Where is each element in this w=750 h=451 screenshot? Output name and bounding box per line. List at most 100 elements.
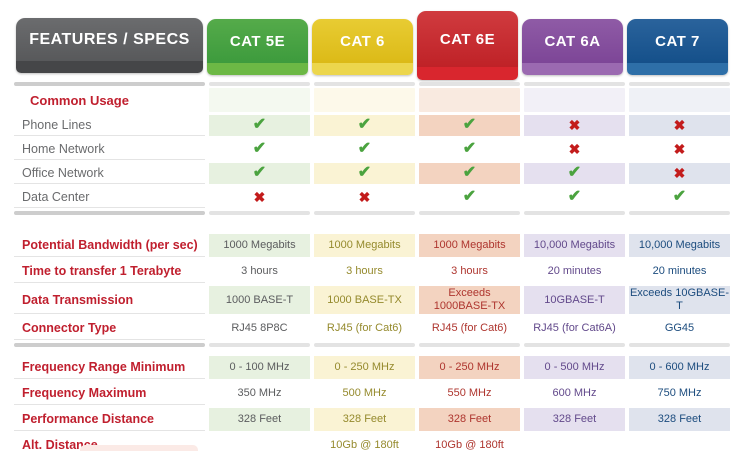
usage-cell: ✔ (629, 187, 730, 208)
cross-icon: ✖ (253, 189, 266, 206)
row-frequency-range-minimum: Frequency Range Minimum 0 - 100 MHz 0 - … (0, 356, 750, 379)
spacer-cell (419, 88, 520, 112)
tab-cat5e-label: CAT 5E (207, 19, 308, 63)
spec-cell: 20 minutes (547, 265, 602, 278)
spec-cell (524, 434, 625, 451)
spec-cell: Exceeds 1000BASE-TX (419, 286, 520, 314)
tab-cat6a-label: CAT 6A (522, 19, 623, 63)
row-label: Potential Bandwidth (per sec) (14, 234, 205, 257)
spec-cell: 10Gb @ 180ft (435, 439, 504, 451)
check-icon: ✔ (252, 140, 267, 158)
tab-cat7-label: CAT 7 (627, 19, 728, 63)
spec-cell: 0 - 500 MHz (524, 356, 625, 379)
row-label: Data Transmission (14, 286, 205, 314)
spec-cell: 750 MHz (657, 387, 702, 400)
row-label: Data Center (14, 187, 205, 208)
usage-cell: ✖ (629, 139, 730, 160)
usage-cell: ✖ (524, 115, 625, 136)
spec-cell: RJ45 (for Cat6) (326, 322, 403, 335)
usage-cell: ✖ (209, 187, 310, 208)
spacer-cell (209, 88, 310, 112)
spacer-cell (524, 88, 625, 112)
spacer-cell (629, 88, 730, 112)
tab-cat6a: CAT 6A (522, 19, 623, 75)
spec-cell: 20 minutes (652, 265, 707, 278)
row-frequency-maximum: Frequency Maximum 350 MHz 500 MHz 550 MH… (0, 382, 750, 405)
cutoff-element (80, 445, 198, 451)
spec-cell: Exceeds 10GBASE-T (629, 286, 730, 314)
row-data-center: Data Center ✖ ✖ ✔ ✔ ✔ (0, 187, 750, 208)
spec-cell: 10GBASE-T (524, 286, 625, 314)
spec-cell: 1000 Megabits (209, 234, 310, 257)
spec-cell: 3 hours (451, 265, 488, 278)
cross-icon: ✖ (358, 189, 371, 206)
spec-cell: 550 MHz (447, 387, 492, 400)
row-label: Performance Distance (14, 408, 205, 431)
usage-cell: ✔ (419, 115, 520, 136)
check-icon: ✔ (252, 164, 267, 182)
tab-cat6a-strip (522, 63, 623, 75)
usage-cell: ✔ (314, 115, 415, 136)
row-data-transmission: Data Transmission 1000 BASE-T 1000 BASE-… (0, 286, 750, 314)
spec-cell: 328 Feet (314, 408, 415, 431)
row-label: Time to transfer 1 Terabyte (14, 260, 205, 283)
section-divider (0, 82, 750, 86)
check-icon: ✔ (357, 164, 372, 182)
spec-cell: 3 hours (346, 265, 383, 278)
tab-cat6e-label: CAT 6E (417, 11, 518, 67)
check-icon: ✔ (462, 140, 477, 158)
row-label: Connector Type (14, 317, 205, 340)
row-label: Frequency Maximum (14, 382, 205, 405)
check-icon: ✔ (357, 140, 372, 158)
spec-cell: 600 MHz (552, 387, 597, 400)
usage-cell: ✖ (524, 139, 625, 160)
row-label: Alt. Distance (14, 434, 205, 451)
usage-cell: ✔ (314, 163, 415, 184)
row-label: Frequency Range Minimum (14, 356, 205, 379)
features-specs-tab-strip (16, 61, 203, 73)
usage-cell: ✔ (419, 187, 520, 208)
spec-cell: 1000 BASE-TX (314, 286, 415, 314)
usage-cell: ✖ (314, 187, 415, 208)
check-icon: ✔ (462, 188, 477, 206)
spec-cell: 3 hours (241, 265, 278, 278)
check-icon: ✔ (462, 164, 477, 182)
spec-cell: 1000 Megabits (419, 234, 520, 257)
common-usage-title-row: Common Usage (0, 88, 750, 112)
cross-icon: ✖ (568, 117, 581, 134)
spec-cell: 10,000 Megabits (629, 234, 730, 257)
usage-cell: ✔ (524, 163, 625, 184)
usage-cell: ✔ (524, 187, 625, 208)
row-phone-lines: Phone Lines ✔ ✔ ✔ ✖ ✖ (0, 115, 750, 136)
spec-cell: RJ45 (for Cat6A) (533, 322, 616, 335)
spacer-cell (314, 88, 415, 112)
tab-cat6: CAT 6 (312, 19, 413, 75)
spec-cell: 328 Feet (209, 408, 310, 431)
row-label: Home Network (14, 139, 205, 160)
section-title-common-usage: Common Usage (30, 92, 129, 108)
row-label: Office Network (14, 163, 205, 184)
row-connector-type: Connector Type RJ45 8P8C RJ45 (for Cat6)… (0, 317, 750, 340)
usage-cell: ✔ (419, 163, 520, 184)
tab-cat6-strip (312, 63, 413, 75)
row-home-network: Home Network ✔ ✔ ✔ ✖ ✖ (0, 139, 750, 160)
usage-cell: ✖ (629, 163, 730, 184)
spec-cell: 0 - 250 MHz (314, 356, 415, 379)
tab-cat6e: CAT 6E (417, 11, 518, 80)
row-potential-bandwidth: Potential Bandwidth (per sec) 1000 Megab… (0, 234, 750, 257)
cross-icon: ✖ (673, 141, 686, 158)
cross-icon: ✖ (673, 165, 686, 182)
spec-cell: 0 - 100 MHz (209, 356, 310, 379)
check-icon: ✔ (672, 188, 687, 206)
usage-cell: ✔ (209, 163, 310, 184)
check-icon: ✔ (252, 116, 267, 134)
spec-cell: 1000 Megabits (314, 234, 415, 257)
check-icon: ✔ (567, 188, 582, 206)
row-performance-distance: Performance Distance 328 Feet 328 Feet 3… (0, 408, 750, 431)
tab-cat6-label: CAT 6 (312, 19, 413, 63)
spec-cell: 328 Feet (524, 408, 625, 431)
row-label: Phone Lines (14, 115, 205, 136)
tab-cat5e: CAT 5E (207, 19, 308, 75)
spec-cell (629, 434, 730, 451)
